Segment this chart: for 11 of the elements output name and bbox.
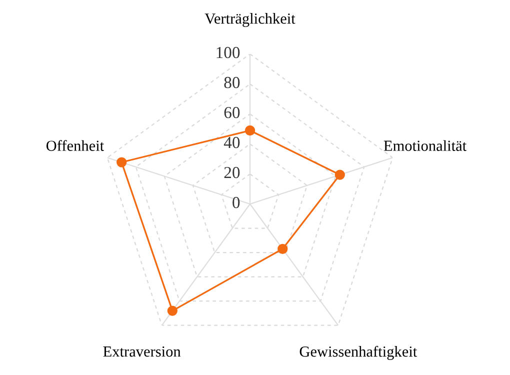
spoke-label: Extraversion [103, 346, 181, 357]
spoke-label: Offenheit [46, 140, 104, 151]
y-tick-label: 20 [224, 166, 240, 178]
spoke-label: Verträglichkeit [204, 13, 296, 27]
y-tick-label: 40 [224, 136, 240, 148]
spoke-label: Emotionalität [384, 140, 467, 151]
y-tick-label: 100 [216, 46, 240, 58]
y-tick-label: 80 [224, 76, 240, 88]
y-tick-label: 60 [224, 106, 240, 118]
y-tick-label: 0 [232, 196, 240, 208]
spoke-label: Gewissenhaftigkeit [300, 346, 418, 360]
